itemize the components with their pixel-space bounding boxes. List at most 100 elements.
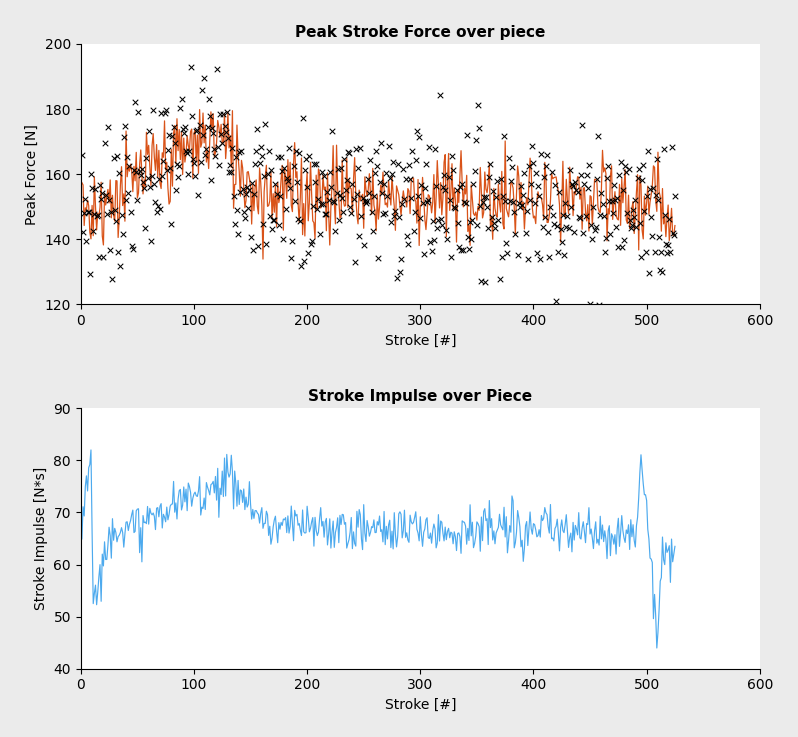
Point bbox=[113, 167, 125, 179]
Point bbox=[117, 131, 130, 143]
Point bbox=[350, 143, 362, 155]
Point bbox=[209, 150, 222, 161]
Point bbox=[204, 174, 217, 186]
Point bbox=[239, 188, 252, 200]
Point bbox=[653, 231, 666, 243]
Point bbox=[516, 200, 528, 212]
Point bbox=[331, 164, 344, 175]
Point bbox=[610, 192, 623, 203]
Point bbox=[628, 211, 641, 223]
Point bbox=[215, 128, 227, 140]
Point bbox=[109, 215, 122, 227]
Point bbox=[311, 203, 324, 214]
Point bbox=[572, 212, 585, 223]
Point bbox=[87, 226, 100, 237]
Point bbox=[290, 176, 303, 188]
Point bbox=[399, 173, 412, 185]
Point bbox=[77, 226, 89, 237]
Point bbox=[558, 249, 571, 261]
Point bbox=[307, 158, 320, 170]
Point bbox=[640, 190, 653, 202]
Point bbox=[612, 241, 625, 253]
Point bbox=[295, 260, 308, 272]
Point bbox=[282, 175, 294, 186]
Point bbox=[298, 255, 310, 267]
Point bbox=[97, 251, 110, 263]
Point bbox=[606, 207, 619, 219]
Point bbox=[461, 231, 474, 242]
Point bbox=[136, 177, 149, 189]
Point bbox=[553, 186, 566, 198]
Point bbox=[543, 251, 555, 262]
Point bbox=[347, 193, 360, 205]
Point bbox=[630, 221, 643, 233]
Point bbox=[496, 251, 508, 263]
Point bbox=[404, 173, 417, 185]
Point bbox=[493, 273, 506, 285]
Point bbox=[253, 158, 266, 170]
Point bbox=[593, 299, 606, 311]
Point bbox=[465, 233, 478, 245]
Point bbox=[115, 209, 128, 220]
Point bbox=[432, 214, 444, 226]
Point bbox=[488, 222, 501, 234]
Y-axis label: Stroke Impulse [N*s]: Stroke Impulse [N*s] bbox=[34, 467, 48, 610]
Point bbox=[344, 200, 357, 212]
Point bbox=[569, 177, 582, 189]
Point bbox=[491, 175, 504, 187]
Point bbox=[306, 235, 318, 247]
Point bbox=[208, 143, 221, 155]
Point bbox=[98, 136, 111, 148]
Point bbox=[353, 231, 365, 242]
Point bbox=[339, 184, 352, 196]
Point bbox=[559, 197, 571, 209]
Point bbox=[301, 181, 314, 193]
Point bbox=[366, 225, 379, 237]
Title: Peak Stroke Force over piece: Peak Stroke Force over piece bbox=[295, 25, 546, 40]
Point bbox=[618, 234, 630, 246]
Point bbox=[346, 178, 359, 190]
Point bbox=[415, 179, 428, 191]
Point bbox=[634, 217, 646, 229]
Point bbox=[528, 198, 541, 209]
Point bbox=[587, 201, 600, 213]
Point bbox=[428, 234, 440, 246]
Point bbox=[666, 228, 679, 240]
Point bbox=[648, 247, 661, 259]
Point bbox=[88, 209, 101, 220]
Point bbox=[521, 253, 534, 265]
Point bbox=[314, 198, 327, 210]
Point bbox=[578, 178, 591, 190]
Point bbox=[380, 167, 393, 178]
Point bbox=[313, 228, 326, 240]
Point bbox=[406, 144, 419, 156]
Point bbox=[479, 276, 492, 287]
Point bbox=[333, 214, 346, 226]
Point bbox=[531, 247, 543, 259]
Point bbox=[299, 153, 312, 164]
Point bbox=[483, 171, 496, 183]
Point bbox=[211, 142, 224, 153]
Point bbox=[144, 235, 157, 247]
Point bbox=[450, 184, 463, 196]
Point bbox=[583, 159, 595, 171]
Point bbox=[424, 236, 437, 248]
Point bbox=[117, 228, 129, 240]
Point bbox=[350, 188, 363, 200]
Point bbox=[556, 209, 569, 221]
Point bbox=[624, 222, 637, 234]
Point bbox=[288, 195, 301, 207]
Point bbox=[361, 173, 374, 185]
Point bbox=[667, 228, 680, 240]
Point bbox=[315, 166, 328, 178]
Point bbox=[499, 195, 512, 206]
Point bbox=[440, 225, 452, 237]
Point bbox=[659, 238, 672, 250]
Point bbox=[588, 223, 601, 235]
Point bbox=[459, 198, 472, 209]
Point bbox=[618, 161, 631, 172]
Point bbox=[542, 226, 555, 237]
Point bbox=[345, 207, 358, 219]
Point bbox=[96, 187, 109, 199]
Point bbox=[241, 181, 254, 193]
